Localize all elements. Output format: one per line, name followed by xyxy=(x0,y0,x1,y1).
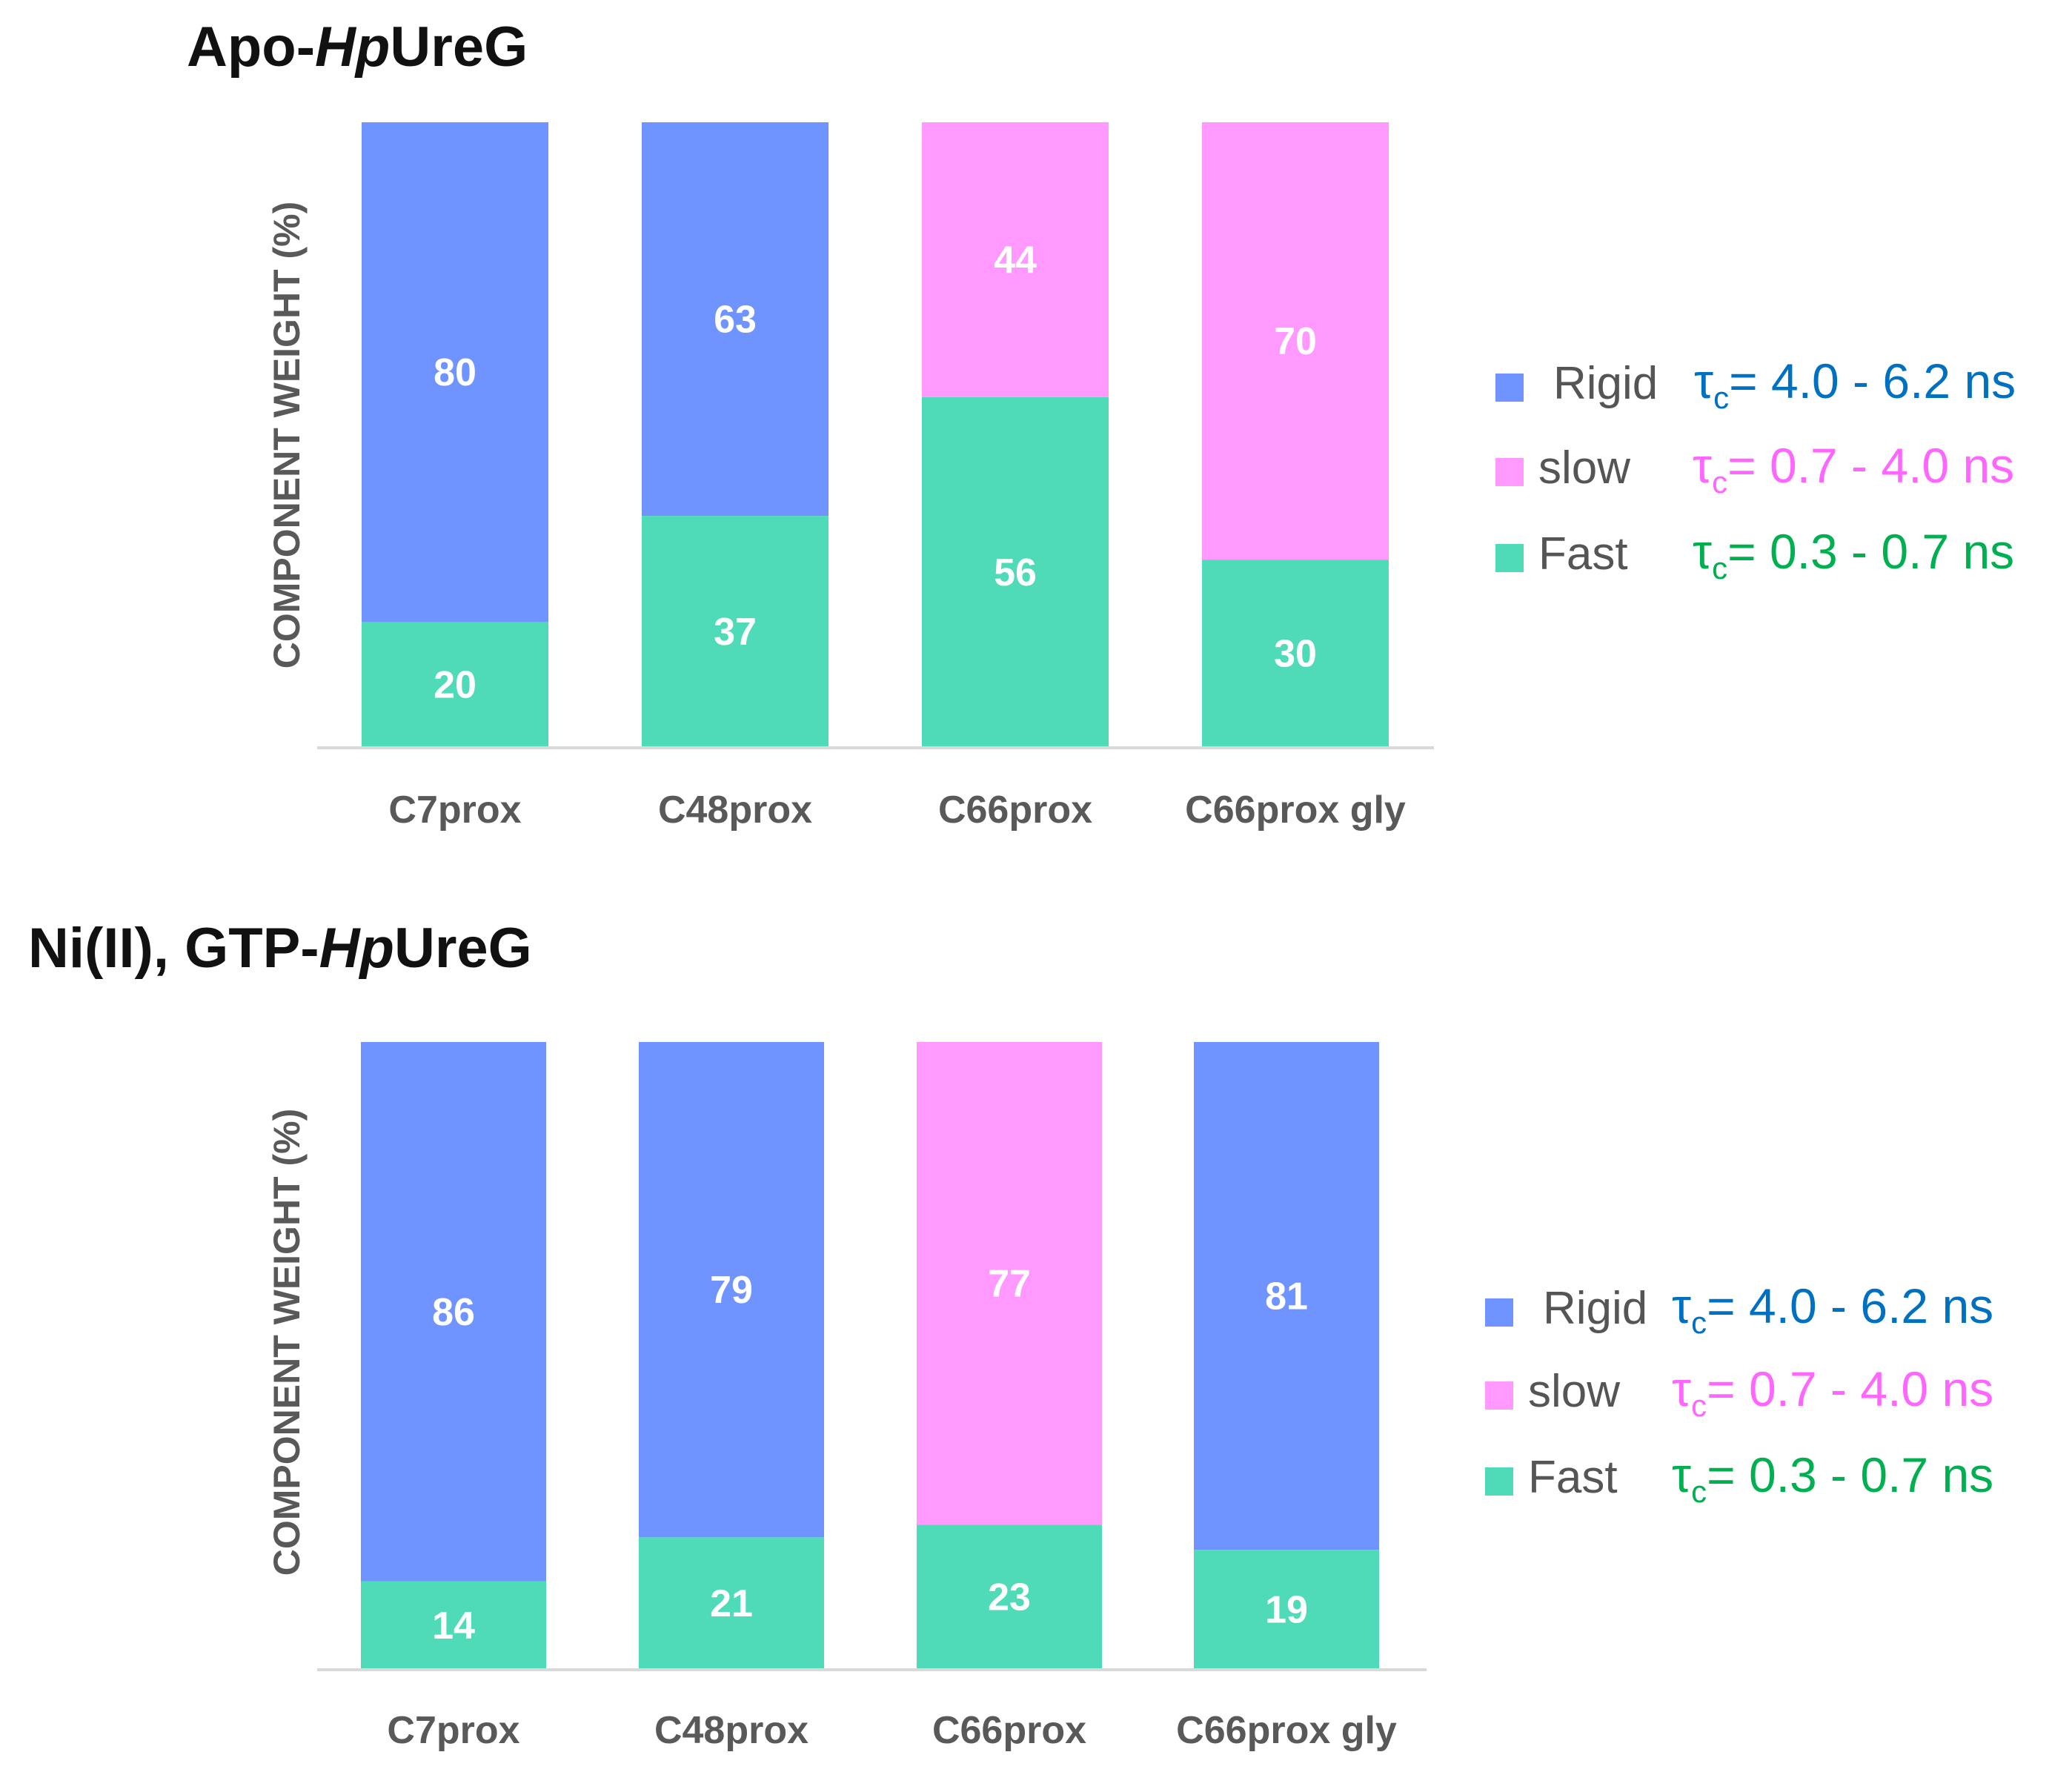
legend-swatch-fast xyxy=(1495,544,1524,572)
bar-segment-rigid xyxy=(642,122,829,517)
data-label: 86 xyxy=(432,1291,475,1334)
x-tick-label: C48prox xyxy=(654,1709,808,1752)
legend-tau: τc= 0.3 - 0.7 ns xyxy=(1672,1447,1994,1509)
data-label: 81 xyxy=(1265,1275,1308,1318)
bar-segment-fast xyxy=(922,396,1109,747)
title-suffix: UreG xyxy=(390,16,528,79)
bar-segment-fast xyxy=(642,516,829,747)
data-label: 56 xyxy=(994,551,1037,594)
bar-segment-rigid xyxy=(1194,1042,1379,1550)
x-tick-label: C66prox xyxy=(938,789,1092,832)
data-label: 19 xyxy=(1265,1589,1308,1632)
legend-swatch-slow xyxy=(1495,458,1524,486)
legend-tau: τc= 0.3 - 0.7 ns xyxy=(1693,524,2015,585)
bar-segment-fast xyxy=(639,1537,824,1669)
legend-swatch-rigid xyxy=(1485,1298,1513,1327)
legend-tau: τc= 0.7 - 4.0 ns xyxy=(1693,438,2015,500)
bar-segment-fast xyxy=(1202,560,1389,747)
x-tick-label: C66prox xyxy=(932,1709,1086,1752)
data-label: 14 xyxy=(432,1605,475,1647)
legend-tau: τc= 4.0 - 6.2 ns xyxy=(1672,1278,1994,1340)
bar-segment-rigid xyxy=(361,1042,546,1582)
data-label: 70 xyxy=(1274,320,1317,363)
title-italic: Hp xyxy=(319,917,394,980)
data-label: 44 xyxy=(994,239,1037,282)
panel-title: Apo-HpUreG xyxy=(187,15,528,79)
legend-swatch-rigid xyxy=(1495,374,1524,402)
panel-title: Ni(II), GTP-HpUreG xyxy=(28,916,532,980)
x-tick-label: C66prox gly xyxy=(1185,789,1406,832)
data-label: 20 xyxy=(434,664,477,707)
bar-segment-slow xyxy=(1202,122,1389,560)
data-label: 79 xyxy=(710,1269,753,1312)
legend-label: Rigid xyxy=(1553,358,1658,409)
bar-segment-rigid xyxy=(639,1042,824,1538)
x-tick-label: C7prox xyxy=(388,789,521,832)
data-label: 63 xyxy=(714,299,757,342)
data-label: 80 xyxy=(434,351,477,394)
data-label: 37 xyxy=(714,611,757,654)
x-tick-label: C7prox xyxy=(387,1709,519,1752)
legend-label: slow xyxy=(1528,1366,1621,1417)
bar-segment-fast xyxy=(917,1524,1102,1669)
legend-label: slow xyxy=(1538,442,1631,494)
data-label: 77 xyxy=(988,1263,1031,1306)
legend-label: Fast xyxy=(1538,528,1628,580)
chart-panel-ni-gtp: Ni(II), GTP-HpUreG COMPONENT WEIGHT (%) 1… xyxy=(0,886,2072,1772)
bar-segment-fast xyxy=(361,1581,546,1669)
bar-segment-fast xyxy=(362,622,548,747)
legend-tau: τc= 4.0 - 6.2 ns xyxy=(1694,354,2016,415)
title-italic: Hp xyxy=(315,16,391,79)
legend-tau: τc= 0.7 - 4.0 ns xyxy=(1672,1361,1994,1423)
bar-segment-rigid xyxy=(362,122,548,623)
stacked-bar-chart: COMPONENT WEIGHT (%) 14 86 C7prox 21 79 C48pro… xyxy=(266,1042,1427,1752)
y-axis-label: COMPONENT WEIGHT (%) xyxy=(266,202,308,669)
legend-swatch-slow xyxy=(1485,1381,1513,1410)
title-prefix: Apo- xyxy=(187,16,316,79)
x-tick-label: C66prox gly xyxy=(1176,1709,1397,1752)
x-tick-label: C48prox xyxy=(658,789,812,832)
title-suffix: UreG xyxy=(394,917,532,980)
data-label: 23 xyxy=(988,1576,1031,1619)
bar-segment-slow xyxy=(922,122,1109,397)
stacked-bar-chart: COMPONENT WEIGHT (%) 20 80 C7prox 37 63 C48pro… xyxy=(266,122,1434,832)
bar-segment-fast xyxy=(1194,1550,1379,1669)
data-label: 21 xyxy=(710,1582,753,1625)
y-axis-label: COMPONENT WEIGHT (%) xyxy=(266,1109,308,1576)
data-label: 30 xyxy=(1274,633,1317,676)
legend-swatch-fast xyxy=(1485,1467,1513,1496)
bar-segment-slow xyxy=(917,1042,1102,1525)
legend-label: Rigid xyxy=(1543,1283,1648,1334)
title-prefix: Ni(II), GTP- xyxy=(28,917,319,980)
legend-label: Fast xyxy=(1528,1452,1618,1503)
chart-panel-apo: Apo-HpUreG COMPONENT WEIGHT (%) 20 80 C7pro… xyxy=(187,15,2016,832)
